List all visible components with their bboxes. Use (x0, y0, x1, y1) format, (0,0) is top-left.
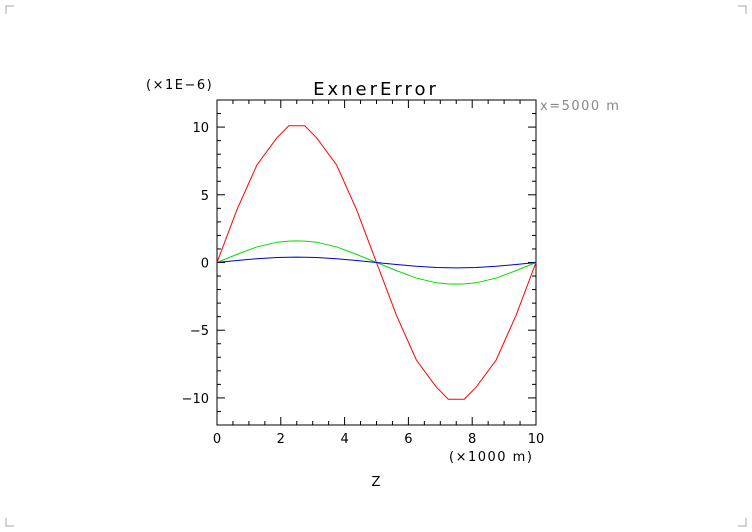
annotation-label: x=5000 m (540, 99, 620, 114)
x-tick-label: 6 (404, 432, 412, 447)
x-unit-label: (×1000 m) (449, 450, 533, 465)
tick-marks (216, 99, 537, 426)
series-lines (216, 125, 537, 400)
x-tick-label: 4 (340, 432, 348, 447)
y-tick-label: 10 (192, 121, 209, 136)
x-tick-label: 8 (468, 432, 476, 447)
x-tick-label: 2 (277, 432, 285, 447)
y-multiplier-label: (×1E−6) (146, 78, 213, 93)
y-tick-label: 0 (201, 257, 209, 272)
y-tick-label: −10 (182, 392, 209, 407)
series-line-3 (216, 256, 537, 269)
x-tick-label: 10 (528, 432, 545, 447)
x-tick-labels: 0 2 4 6 8 10 (213, 432, 544, 447)
y-tick-labels: −10 −5 0 5 10 (182, 121, 209, 407)
x-axis-label: Z (372, 475, 381, 490)
y-tick-label: −5 (190, 324, 209, 339)
x-tick-label: 0 (213, 432, 221, 447)
y-tick-label: 5 (201, 189, 209, 204)
chart-title: ExnerError (313, 79, 439, 100)
corner-marks (5, 5, 747, 527)
